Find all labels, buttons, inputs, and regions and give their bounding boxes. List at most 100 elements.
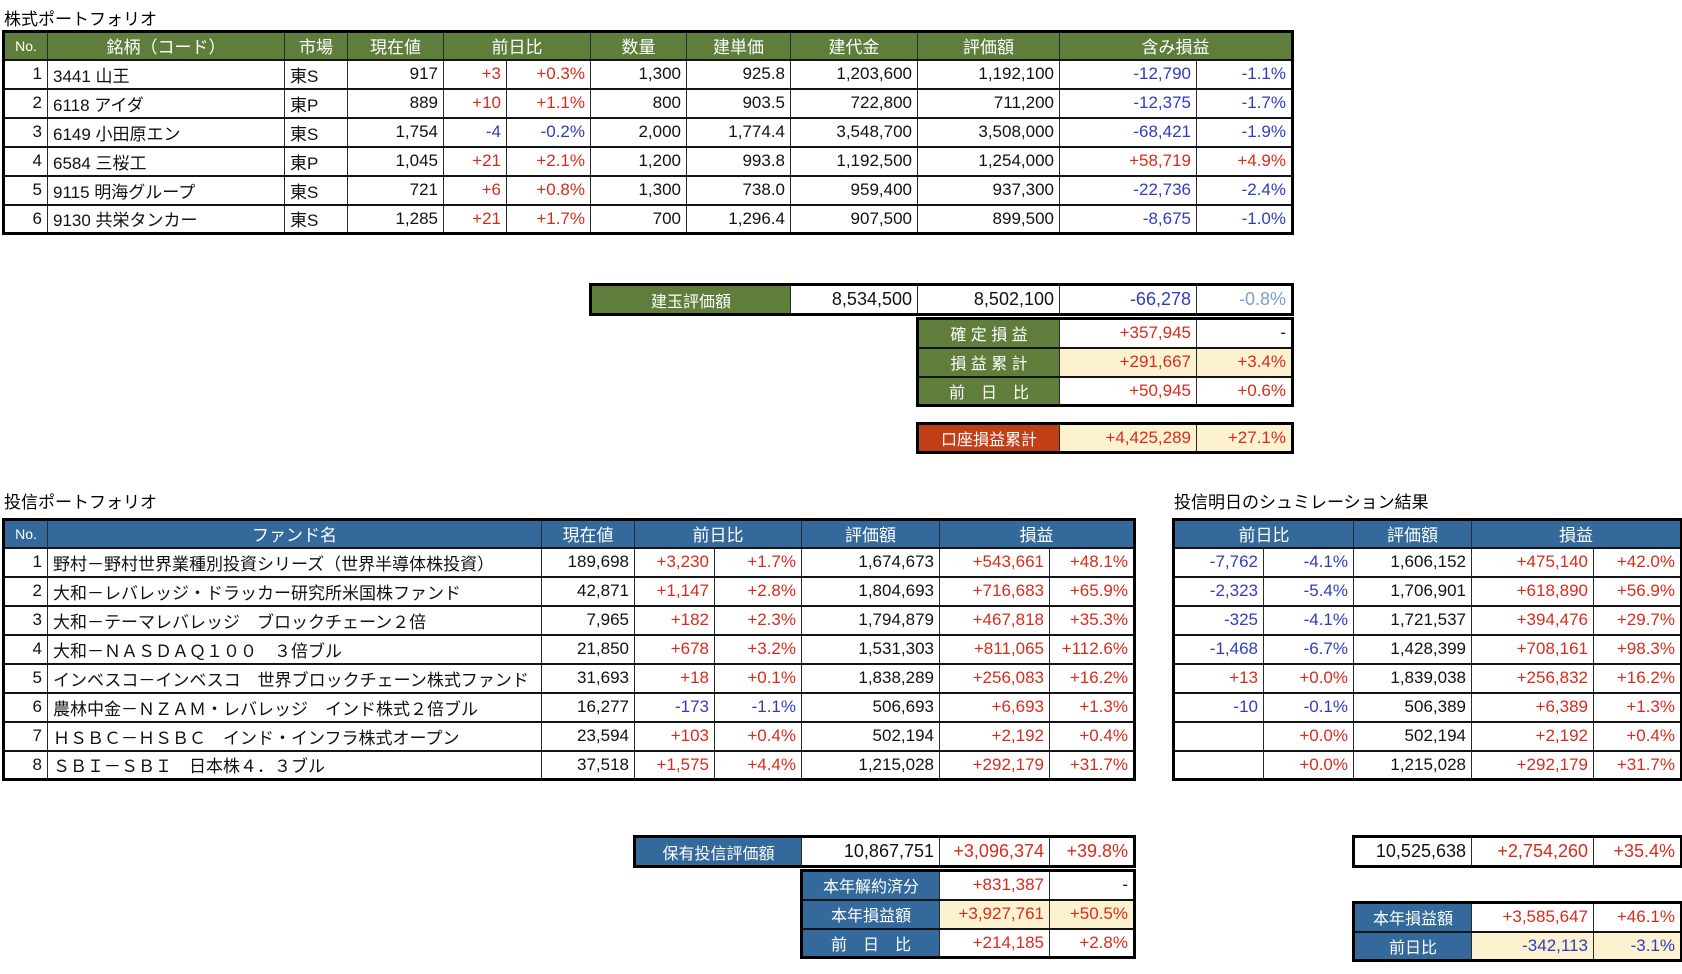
table-cell[interactable]: +35.3% <box>1049 604 1135 636</box>
column-header-fund-name[interactable]: ファンド名 <box>47 518 542 549</box>
table-cell[interactable]: +6 <box>443 174 507 206</box>
table-cell[interactable]: +98.3% <box>1593 633 1682 665</box>
table-cell[interactable]: 42,871 <box>541 575 635 607</box>
table-cell[interactable]: +3,230 <box>634 546 715 578</box>
summary-label[interactable]: 前 日 比 <box>917 375 1060 407</box>
table-cell[interactable]: +48.1% <box>1049 546 1135 578</box>
column-header-no[interactable]: No. <box>3 518 48 549</box>
table-cell[interactable]: +10 <box>443 87 507 119</box>
table-cell[interactable]: 937,300 <box>917 174 1060 206</box>
table-cell[interactable]: 3,548,700 <box>790 116 918 148</box>
table-cell[interactable]: 東S <box>284 58 348 90</box>
column-header-unit-price[interactable]: 建単価 <box>686 30 791 61</box>
table-cell[interactable]: 1,754 <box>347 116 444 148</box>
table-cell[interactable]: 800 <box>590 87 687 119</box>
summary-label[interactable]: 保有投信評価額 <box>634 835 802 868</box>
table-cell[interactable]: 1,804,693 <box>801 575 940 607</box>
table-cell[interactable]: +16.2% <box>1593 662 1682 694</box>
summary-label[interactable]: 確 定 損 益 <box>917 317 1060 349</box>
table-cell[interactable]: 925.8 <box>686 58 791 90</box>
column-header-pl[interactable]: 損益 <box>1471 518 1682 549</box>
table-cell[interactable]: +618,890 <box>1471 575 1594 607</box>
table-cell[interactable]: +58,719 <box>1059 145 1197 177</box>
table-cell[interactable]: +4.9% <box>1196 145 1293 177</box>
table-cell[interactable]: +50.5% <box>1049 898 1135 930</box>
table-cell[interactable]: +0.8% <box>506 174 591 206</box>
table-cell[interactable]: +21 <box>443 203 507 235</box>
table-cell[interactable]: 1,200 <box>590 145 687 177</box>
summary-label[interactable]: 本年解約済分 <box>801 869 940 901</box>
column-header-value[interactable]: 評価額 <box>917 30 1060 61</box>
table-cell[interactable]: 903.5 <box>686 87 791 119</box>
table-cell[interactable]: 1,296.4 <box>686 203 791 235</box>
table-cell[interactable]: +3.4% <box>1196 346 1293 378</box>
table-cell[interactable]: - <box>1049 869 1135 901</box>
table-cell[interactable]: +2,192 <box>1471 720 1594 752</box>
table-cell[interactable]: 東S <box>284 116 348 148</box>
column-header-price[interactable]: 現在値 <box>347 30 444 61</box>
table-cell[interactable]: 1 <box>3 58 48 90</box>
table-cell[interactable]: +0.3% <box>506 58 591 90</box>
table-cell[interactable]: +50,945 <box>1059 375 1197 407</box>
table-cell[interactable]: +678 <box>634 633 715 665</box>
table-cell[interactable]: 1,706,901 <box>1353 575 1472 607</box>
column-header-pl[interactable]: 含み損益 <box>1059 30 1293 61</box>
table-cell[interactable]: 16,277 <box>541 691 635 723</box>
table-cell[interactable]: 21,850 <box>541 633 635 665</box>
table-cell[interactable]: +1.3% <box>1049 691 1135 723</box>
table-cell[interactable]: +6,389 <box>1471 691 1594 723</box>
table-cell[interactable]: +13 <box>1173 662 1264 694</box>
table-cell[interactable]: 1,721,537 <box>1353 604 1472 636</box>
table-cell[interactable]: 1,254,000 <box>917 145 1060 177</box>
table-cell[interactable]: -5.4% <box>1263 575 1354 607</box>
column-header-change[interactable]: 前日比 <box>634 518 802 549</box>
table-cell[interactable]: 1,674,673 <box>801 546 940 578</box>
table-cell[interactable]: 7,965 <box>541 604 635 636</box>
table-cell[interactable]: 721 <box>347 174 444 206</box>
table-cell[interactable]: -7,762 <box>1173 546 1264 578</box>
table-cell[interactable]: 5 <box>3 174 48 206</box>
table-cell[interactable]: -12,375 <box>1059 87 1197 119</box>
table-cell[interactable]: -1.0% <box>1196 203 1293 235</box>
table-cell[interactable]: -1,468 <box>1173 633 1264 665</box>
table-cell[interactable]: 1,606,152 <box>1353 546 1472 578</box>
table-cell[interactable]: +31.7% <box>1593 749 1682 781</box>
table-cell[interactable]: 東P <box>284 87 348 119</box>
table-cell[interactable]: -1.9% <box>1196 116 1293 148</box>
table-cell[interactable]: +2,754,260 <box>1471 835 1594 868</box>
table-cell[interactable] <box>1173 720 1264 752</box>
table-cell[interactable]: 大和－ＮＡＳＤＡＱ１００ ３倍ブル <box>47 633 542 665</box>
table-cell[interactable]: -1.1% <box>714 691 802 723</box>
table-cell[interactable]: -10 <box>1173 691 1264 723</box>
table-cell[interactable]: +35.4% <box>1593 835 1682 868</box>
table-cell[interactable]: 9130 共栄タンカー <box>47 203 285 235</box>
table-cell[interactable]: +394,476 <box>1471 604 1594 636</box>
table-cell[interactable]: +1,575 <box>634 749 715 781</box>
table-cell[interactable]: +4.4% <box>714 749 802 781</box>
table-cell[interactable]: 1,428,399 <box>1353 633 1472 665</box>
summary-label[interactable]: 本年損益額 <box>801 898 940 930</box>
table-cell[interactable]: 502,194 <box>801 720 940 752</box>
table-cell[interactable]: 3441 山王 <box>47 58 285 90</box>
table-cell[interactable]: 711,200 <box>917 87 1060 119</box>
table-cell[interactable]: +21 <box>443 145 507 177</box>
table-cell[interactable]: -22,736 <box>1059 174 1197 206</box>
table-cell[interactable]: +292,179 <box>939 749 1050 781</box>
table-cell[interactable]: 889 <box>347 87 444 119</box>
table-cell[interactable]: +42.0% <box>1593 546 1682 578</box>
table-cell[interactable]: 5 <box>3 662 48 694</box>
table-cell[interactable]: 2 <box>3 87 48 119</box>
table-cell[interactable]: +0.6% <box>1196 375 1293 407</box>
table-cell[interactable]: -66,278 <box>1059 283 1197 316</box>
column-header-value[interactable]: 評価額 <box>801 518 940 549</box>
summary-label[interactable]: 前 日 比 <box>801 927 940 959</box>
table-cell[interactable]: -2.4% <box>1196 174 1293 206</box>
table-cell[interactable]: +103 <box>634 720 715 752</box>
table-cell[interactable]: +543,661 <box>939 546 1050 578</box>
table-cell[interactable]: ＳＢＩ－ＳＢＩ 日本株４．３ブル <box>47 749 542 781</box>
table-cell[interactable]: 959,400 <box>790 174 918 206</box>
summary-label[interactable]: 本年損益額 <box>1353 901 1472 933</box>
table-cell[interactable]: 6584 三桜工 <box>47 145 285 177</box>
table-cell[interactable]: 1,215,028 <box>1353 749 1472 781</box>
table-cell[interactable]: 3 <box>3 604 48 636</box>
